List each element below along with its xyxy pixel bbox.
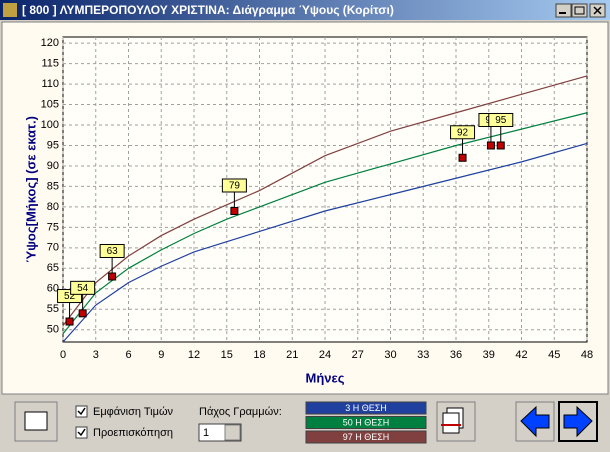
measurement-point xyxy=(108,272,117,281)
x-tick-label: 21 xyxy=(286,349,298,361)
y-tick-label: 55 xyxy=(47,303,59,315)
y-axis-label: Ύψος[Μήκος] (σε εκατ.) xyxy=(23,116,38,263)
y-tick-label: 75 xyxy=(47,221,59,233)
value-label: 63 xyxy=(107,246,119,257)
x-tick-label: 27 xyxy=(352,349,364,361)
legend-swatch[interactable] xyxy=(305,430,427,444)
measurement-point xyxy=(496,141,505,150)
value-label: 52 xyxy=(64,291,76,302)
legend-label: 97 Η ΘΕΣΗ xyxy=(343,432,390,442)
x-tick-label: 45 xyxy=(548,349,560,361)
legend-label: 3 Η ΘΕΣΗ xyxy=(345,403,387,413)
checkbox-label: Προεπισκόπηση xyxy=(93,427,173,439)
value-box xyxy=(99,243,125,258)
y-tick-label: 50 xyxy=(47,324,59,336)
x-tick-label: 48 xyxy=(581,349,593,361)
app-icon xyxy=(3,3,17,17)
checkbox-label: Εμφάνιση Τιμών xyxy=(93,406,174,418)
legend: 3 Η ΘΕΣΗ 50 Η ΘΕΣΗ 97 Η ΘΕΣΗ xyxy=(305,401,427,444)
window-buttons[interactable] xyxy=(555,3,606,18)
spinner-label: Πάχος Γραμμών: xyxy=(199,406,282,418)
measurement-point xyxy=(230,206,239,215)
y-tick-label: 105 xyxy=(41,98,59,110)
toolbar: Εμφάνιση Τιμών Προεπισκόπηση Πάχος Γραμμ… xyxy=(14,401,598,444)
measurement-point xyxy=(458,153,467,162)
x-tick-label: 18 xyxy=(253,349,265,361)
x-tick-label: 3 xyxy=(93,349,99,361)
value-label: 79 xyxy=(229,181,241,192)
value-label: 92 xyxy=(457,127,469,138)
curve xyxy=(62,75,588,326)
x-tick-label: 12 xyxy=(188,349,200,361)
x-tick-label: 24 xyxy=(319,349,331,361)
checkbox[interactable] xyxy=(75,405,88,418)
x-tick-label: 42 xyxy=(515,349,527,361)
measurement-point xyxy=(78,309,87,318)
y-tick-label: 60 xyxy=(47,283,59,295)
y-tick-label: 115 xyxy=(41,58,59,70)
x-tick-label: 15 xyxy=(221,349,233,361)
x-tick-label: 6 xyxy=(125,349,131,361)
x-tick-label: 9 xyxy=(158,349,164,361)
print-icon xyxy=(24,411,48,431)
window-title: [ 800 ] ΛΥΜΠΕΡΟΠΟΥΛΟΥ ΧΡΙΣΤΙΝΑ: Διάγραμμ… xyxy=(22,3,394,17)
curve xyxy=(62,142,588,343)
x-axis-label: Μήνες xyxy=(306,370,345,385)
y-tick-label: 95 xyxy=(47,139,59,151)
legend-swatch[interactable] xyxy=(305,401,427,415)
y-tick-label: 100 xyxy=(41,119,59,131)
x-tick-label: 36 xyxy=(450,349,462,361)
y-tick-label: 70 xyxy=(47,242,59,254)
value-label: 54 xyxy=(77,283,89,294)
spinner-value: 1 xyxy=(203,427,209,439)
y-tick-label: 120 xyxy=(41,37,59,49)
y-tick-label: 65 xyxy=(47,262,59,274)
value-box xyxy=(450,125,476,140)
y-tick-label: 90 xyxy=(47,160,59,172)
x-tick-label: 0 xyxy=(60,349,66,361)
measurement-point xyxy=(65,317,74,326)
title-bar xyxy=(0,0,610,20)
y-tick-label: 85 xyxy=(47,180,59,192)
value-box xyxy=(70,280,96,295)
value-label: 95 xyxy=(495,115,507,126)
y-tick-label: 80 xyxy=(47,201,59,213)
checkbox[interactable] xyxy=(75,426,88,439)
y-tick-label: 110 xyxy=(41,78,59,90)
value-box xyxy=(221,178,247,193)
x-tick-label: 30 xyxy=(384,349,396,361)
legend-swatch[interactable] xyxy=(305,416,427,429)
x-tick-label: 33 xyxy=(417,349,429,361)
print-button[interactable] xyxy=(14,401,58,442)
curve xyxy=(62,112,588,335)
legend-label: 50 Η ΘΕΣΗ xyxy=(343,417,390,427)
spinner-button[interactable] xyxy=(224,424,241,441)
measurement-point xyxy=(486,141,495,150)
x-tick-label: 39 xyxy=(483,349,495,361)
value-box xyxy=(488,112,514,127)
